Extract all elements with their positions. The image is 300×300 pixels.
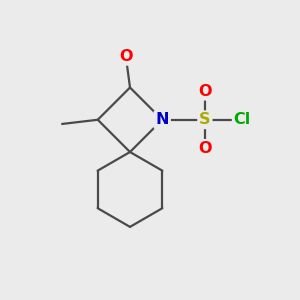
Text: N: N xyxy=(155,112,169,127)
Text: O: O xyxy=(198,84,211,99)
Text: Cl: Cl xyxy=(234,112,251,127)
Text: O: O xyxy=(198,141,211,156)
Text: S: S xyxy=(199,112,211,127)
Text: O: O xyxy=(119,49,133,64)
